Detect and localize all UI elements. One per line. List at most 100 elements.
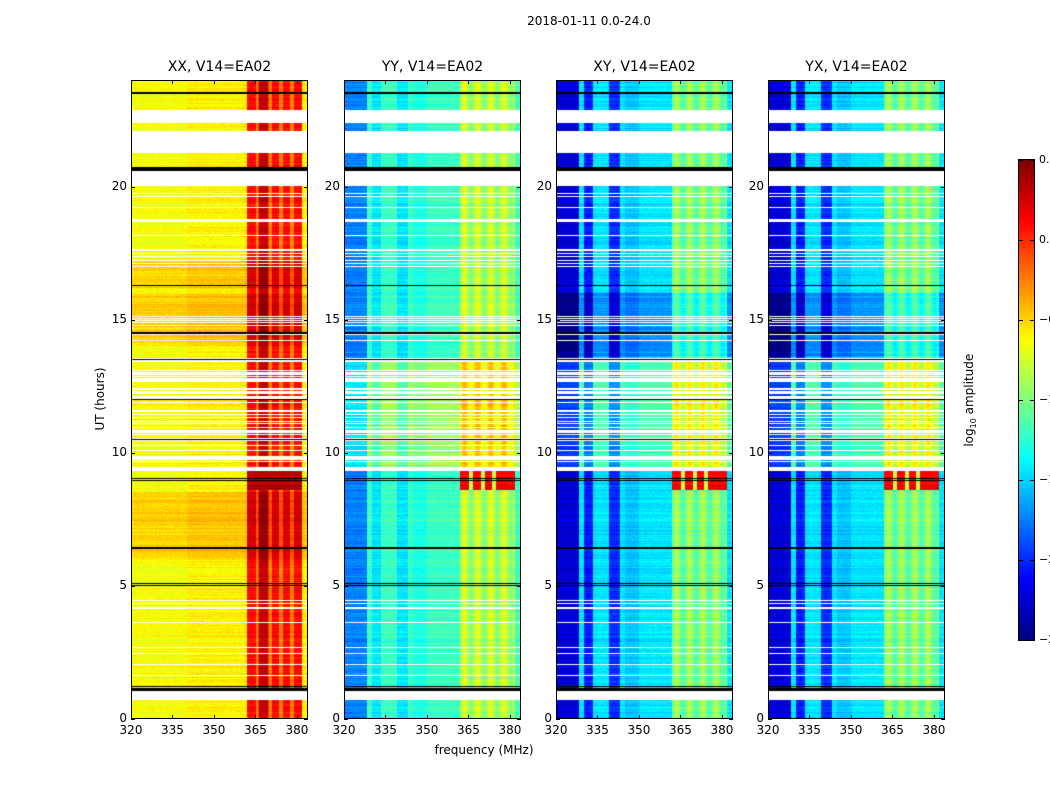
x-tick-mark — [680, 715, 682, 719]
x-tick-label: 335 — [586, 723, 609, 737]
x-tick-label: 380 — [710, 723, 734, 737]
x-tick-label: 365 — [457, 723, 480, 737]
y-tick-mark-right — [941, 186, 945, 188]
y-tick-mark-right — [304, 319, 308, 321]
x-tick-mark — [468, 715, 470, 719]
x-tick-label: 350 — [627, 723, 651, 737]
x-tick-mark — [385, 715, 387, 719]
heatmap-yx — [769, 81, 944, 718]
y-tick-mark-right — [729, 319, 733, 321]
y-tick-mark-right — [729, 719, 733, 720]
y-tick-label: 0 — [756, 711, 764, 725]
colorbar-tick-mark-right — [1030, 480, 1034, 481]
y-tick-mark-right — [729, 452, 733, 454]
y-tick-mark — [768, 186, 772, 188]
y-tick-mark-right — [304, 585, 308, 587]
y-tick-mark-right — [517, 186, 521, 188]
x-tick-mark — [556, 715, 557, 719]
y-tick-mark-right — [517, 319, 521, 321]
y-tick-mark — [131, 319, 135, 321]
y-tick-mark — [131, 585, 135, 587]
y-tick-mark — [131, 186, 135, 188]
colorbar-tick-mark — [1019, 240, 1023, 241]
x-tick-mark — [255, 715, 257, 719]
x-tick-mark — [638, 715, 640, 719]
colorbar-label-log: log — [961, 428, 976, 447]
x-tick-mark — [850, 715, 852, 719]
y-tick-mark-right — [517, 452, 521, 454]
y-tick-mark-right — [304, 186, 308, 188]
colorbar-tick-label: −0.5 — [1039, 313, 1050, 326]
heatmap-panel-xx — [131, 80, 308, 719]
x-tick-label: 320 — [756, 723, 780, 737]
x-tick-mark-top — [680, 80, 682, 84]
panel-title-yx: YX, V14=EA02 — [805, 59, 908, 75]
x-tick-label: 335 — [798, 723, 821, 737]
y-tick-mark — [344, 585, 348, 587]
x-tick-mark — [426, 715, 428, 719]
colorbar-tick-mark-right — [1030, 640, 1034, 641]
x-tick-label: 365 — [881, 723, 904, 737]
x-tick-mark — [597, 715, 599, 719]
y-tick-mark-right — [941, 719, 945, 720]
x-tick-mark-top — [468, 80, 470, 84]
panel-title-yy: YY, V14=EA02 — [381, 59, 484, 75]
x-tick-label: 320 — [119, 723, 143, 737]
y-tick-label: 10 — [111, 444, 127, 459]
heatmap-panel-yx — [768, 80, 945, 719]
x-tick-label: 320 — [544, 723, 568, 737]
y-tick-label: 15 — [111, 311, 127, 326]
x-tick-label: 365 — [244, 723, 267, 737]
y-tick-mark-right — [729, 585, 733, 587]
y-tick-label: 20 — [324, 178, 340, 193]
y-tick-label: 20 — [748, 178, 764, 193]
x-tick-mark — [809, 715, 811, 719]
x-tick-mark — [213, 715, 215, 719]
colorbar-tick-mark — [1019, 480, 1023, 481]
y-tick-mark-right — [517, 585, 521, 587]
y-tick-mark — [344, 452, 348, 454]
y-tick-mark — [131, 719, 135, 720]
y-tick-label: 10 — [748, 444, 764, 459]
x-tick-mark-top — [213, 80, 215, 84]
colorbar-gradient — [1019, 160, 1034, 640]
y-tick-label: 5 — [756, 577, 764, 592]
heatmap-xx — [132, 81, 307, 718]
x-tick-mark — [721, 715, 723, 719]
x-tick-label: 365 — [669, 723, 692, 737]
y-tick-label: 5 — [119, 577, 127, 592]
x-tick-mark-top — [255, 80, 257, 84]
y-tick-label: 10 — [324, 444, 340, 459]
colorbar-tick-mark — [1019, 560, 1023, 561]
y-tick-mark — [344, 186, 348, 188]
colorbar-tick-label: −1.0 — [1039, 393, 1050, 406]
x-tick-mark-top — [556, 80, 557, 84]
x-tick-mark-top — [850, 80, 852, 84]
y-tick-mark — [556, 719, 560, 720]
x-tick-label: 335 — [374, 723, 397, 737]
colorbar-tick-label: 0.5 — [1039, 153, 1050, 166]
y-tick-label: 15 — [324, 311, 340, 326]
x-tick-label: 380 — [922, 723, 946, 737]
y-tick-mark — [556, 585, 560, 587]
x-tick-mark-top — [385, 80, 387, 84]
colorbar-tick-label: −2.0 — [1039, 553, 1050, 566]
x-axis-label: frequency (MHz) — [434, 743, 534, 757]
colorbar-tick-mark-right — [1030, 560, 1034, 561]
y-tick-mark-right — [941, 319, 945, 321]
x-tick-mark — [892, 715, 894, 719]
y-tick-mark-right — [941, 585, 945, 587]
y-tick-mark — [768, 719, 772, 720]
y-tick-label: 20 — [111, 178, 127, 193]
colorbar-tick-label: −2.5 — [1039, 633, 1050, 646]
x-tick-mark-top — [721, 80, 723, 84]
x-tick-mark-top — [892, 80, 894, 84]
colorbar-tick-mark — [1019, 640, 1023, 641]
x-tick-mark — [933, 715, 935, 719]
colorbar-tick-label: 0.0 — [1039, 233, 1050, 246]
y-tick-mark-right — [517, 719, 521, 720]
x-tick-label: 320 — [332, 723, 356, 737]
x-tick-mark — [768, 715, 769, 719]
colorbar-label-rest: amplitude — [961, 353, 976, 419]
x-tick-mark — [131, 715, 132, 719]
